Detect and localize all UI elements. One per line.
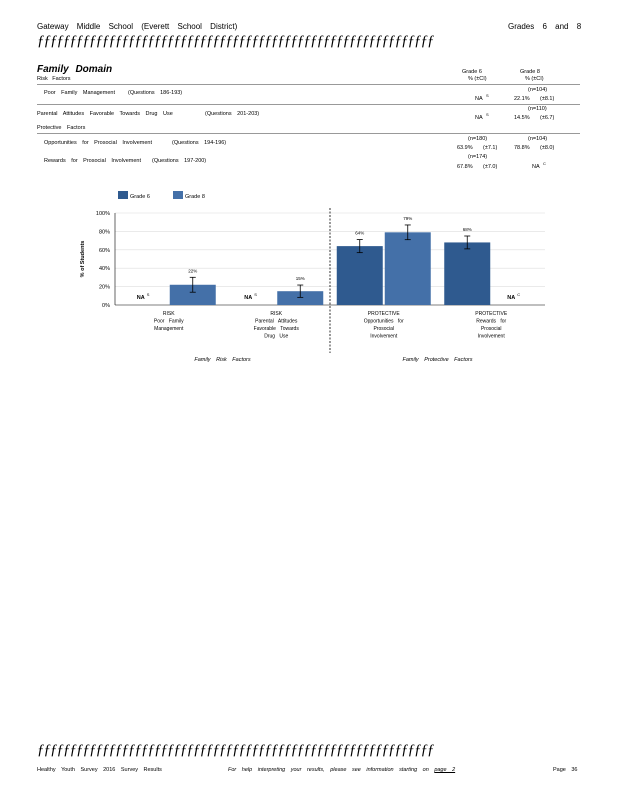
category-label: PROTECTIVE: [368, 311, 401, 317]
category-label: Poor Family: [154, 319, 184, 325]
row2-n8: (n=110): [528, 106, 547, 112]
row2-questions: (Questions 201-203): [205, 111, 260, 117]
table-rule: [37, 104, 580, 105]
row1-questions: (Questions 186-193): [128, 90, 183, 96]
row1-g6-note: S: [486, 93, 489, 98]
bar: [277, 291, 324, 305]
row4-g6: 67.8%: [457, 164, 473, 170]
row3-g6-ci: (±7.1): [483, 145, 498, 151]
row3-n6: (n=180): [468, 136, 488, 142]
domain-title: Family Domain: [37, 64, 113, 75]
row2-g6-note: S: [486, 112, 489, 117]
legend-swatch: [118, 191, 128, 199]
family-domain-chart: 0% 20% 40% 60% 80% 100% % of Students Grade 6 Gr…: [80, 191, 545, 363]
category-label: Management: [154, 326, 184, 332]
y-tick-label: 20%: [99, 285, 110, 291]
row1-label: Poor Family Management: [44, 90, 115, 96]
na-note: C: [517, 292, 520, 297]
legend-label: Grade 8: [185, 194, 205, 200]
y-tick-label: 100%: [96, 211, 110, 217]
footer-help-link[interactable]: page 2: [434, 767, 456, 773]
bar: [444, 242, 491, 305]
row1-g8: 22.1%: [514, 96, 530, 102]
na-note: S: [147, 292, 150, 297]
category-label: RISK: [163, 311, 175, 317]
footer-survey: Healthy Youth Survey 2016 Survey Results: [37, 767, 162, 773]
row3-questions: (Questions 194-196): [172, 140, 227, 146]
bar: [169, 284, 216, 305]
data-label: 64%: [355, 231, 364, 236]
legend-swatch: [173, 191, 183, 199]
category-label: Drug Use: [264, 334, 288, 340]
data-label: 22%: [188, 268, 197, 273]
na-label: NA: [137, 295, 145, 301]
bar: [384, 232, 431, 305]
row1-g8-ci: (±8.1): [540, 96, 555, 102]
category-label: Opportunities for: [364, 319, 404, 325]
col-grade8: Grade 8: [520, 69, 540, 75]
row4-g8: NA: [532, 164, 540, 170]
table-rule: [37, 84, 580, 85]
category-label: Rewards for: [476, 319, 506, 325]
header-rule: ƒƒƒƒƒƒƒƒƒƒƒƒƒƒƒƒƒƒƒƒƒƒƒƒƒƒƒƒƒƒƒƒƒƒƒƒƒƒƒƒ…: [37, 33, 435, 49]
grades-label: Grades 6 and 8: [508, 22, 582, 31]
row2-g8: 14.5%: [514, 115, 530, 121]
risk-heading: Risk Factors: [37, 76, 71, 82]
table-rule: [37, 133, 580, 134]
row4-g8-note: C: [543, 161, 546, 166]
row4-questions: (Questions 197-200): [152, 158, 207, 164]
row2-g6: NA: [475, 115, 483, 121]
legend-label: Grade 6: [130, 194, 150, 200]
data-label: 68%: [463, 227, 472, 232]
row4-g6-ci: (±7.0): [483, 164, 498, 170]
row4-n6: (n=174): [468, 154, 488, 160]
na-label: NA: [244, 295, 252, 301]
footer-rule: ƒƒƒƒƒƒƒƒƒƒƒƒƒƒƒƒƒƒƒƒƒƒƒƒƒƒƒƒƒƒƒƒƒƒƒƒƒƒƒƒ…: [37, 742, 435, 758]
row1-n8: (n=104): [528, 87, 548, 93]
row3-g8-ci: (±8.0): [540, 145, 555, 151]
category-label: Prosocial: [373, 326, 394, 332]
col-grade6-sub: % (±CI): [468, 76, 487, 82]
protective-heading: Protective Factors: [37, 125, 86, 131]
data-label: 15%: [296, 276, 305, 281]
row3-g8: 78.8%: [514, 145, 530, 151]
group-label-protective: Family Protective Factors: [402, 357, 472, 363]
footer-page: Page 36: [553, 767, 578, 773]
row2-label: Parental Attitudes Favorable Towards Dru…: [37, 111, 173, 117]
category-label: RISK: [270, 311, 282, 317]
na-note: S: [254, 292, 257, 297]
col-grade6: Grade 6: [462, 69, 482, 75]
row2-g8-ci: (±6.7): [540, 115, 555, 121]
category-label: Favorable Towards: [254, 326, 300, 332]
footer-help-prefix: For help interpreting your results, plea…: [228, 767, 429, 773]
row3-n8: (n=104): [528, 136, 548, 142]
row4-label: Rewards for Prosocial Involvement: [44, 158, 141, 164]
row3-label: Opportunities for Prosocial Involvement: [44, 140, 152, 146]
category-label: Involvement: [370, 334, 398, 340]
row1-g6: NA: [475, 96, 483, 102]
na-label: NA: [507, 295, 515, 301]
category-label: Involvement: [478, 334, 506, 340]
y-tick-label: 80%: [99, 229, 110, 235]
category-label: Parental Attitudes: [255, 319, 298, 325]
group-label-risk: Family Risk Factors: [194, 357, 251, 363]
y-axis-label: % of Students: [80, 241, 86, 278]
row3-g6: 63.9%: [457, 145, 473, 151]
school-name: Gateway Middle School (Everett School Di…: [37, 22, 238, 31]
footer-help-text: For help interpreting your results, plea…: [228, 767, 455, 773]
category-label: Prosocial: [481, 326, 502, 332]
y-tick-label: 0%: [102, 303, 110, 309]
category-label: PROTECTIVE: [475, 311, 508, 317]
bar: [336, 246, 383, 305]
y-tick-label: 60%: [99, 248, 110, 254]
y-tick-label: 40%: [99, 266, 110, 272]
col-grade8-sub: % (±CI): [525, 76, 544, 82]
data-label: 79%: [403, 216, 412, 221]
